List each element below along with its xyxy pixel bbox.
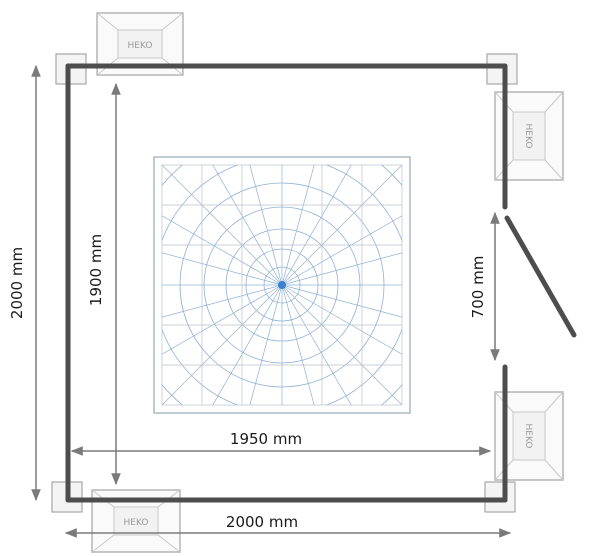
label-inner-width: 1950 mm <box>230 430 302 448</box>
label-outer-width: 2000 mm <box>226 513 298 531</box>
grid-diagonal <box>281 165 402 286</box>
grid-spoke <box>212 165 283 286</box>
radiant-grid-panel <box>153 156 411 414</box>
grid-diagonal <box>162 165 283 286</box>
enclosure-frame <box>65 63 577 503</box>
corner-bracket-top-left <box>55 53 87 85</box>
heater-label-bottom: HEKO <box>124 518 149 528</box>
dimension-door-width: 700 mm <box>469 211 500 362</box>
grid-spoke <box>249 284 283 405</box>
dimension-inner-width: 1950 mm <box>70 430 492 456</box>
grid-lines <box>162 165 402 405</box>
grid-spoke <box>281 284 352 405</box>
grid-spoke <box>281 215 402 286</box>
grid-spoke <box>212 284 283 405</box>
label-door-width: 700 mm <box>469 256 487 319</box>
heater-label-right-lower: HEKO <box>523 424 533 449</box>
corner-brackets <box>51 53 518 513</box>
grid-diagonal <box>162 284 283 405</box>
heater-label-top: HEKO <box>128 41 153 51</box>
grid-spoke <box>162 215 283 286</box>
grid-diagonal <box>281 284 402 405</box>
grid-spoke <box>281 284 402 355</box>
heater-label-right-upper: HEKO <box>523 124 533 149</box>
label-inner-height: 1900 mm <box>87 234 105 306</box>
label-outer-height: 2000 mm <box>8 247 26 319</box>
dimension-outer-width: 2000 mm <box>64 513 512 538</box>
corner-bracket-bottom-right <box>484 481 516 513</box>
grid-spoke <box>281 284 402 318</box>
grid-spoke <box>281 165 315 286</box>
grid-spoke <box>281 252 402 286</box>
door-panel <box>504 215 577 338</box>
dimension-outer-height: 2000 mm <box>8 64 41 502</box>
grid-spoke <box>281 165 352 286</box>
grid-spoke <box>249 165 283 286</box>
grid-spoke <box>162 284 283 318</box>
dimension-inner-height: 1900 mm <box>87 82 121 486</box>
grid-center-point <box>278 281 286 289</box>
corner-bracket-top-right <box>486 53 518 85</box>
grid-spoke <box>281 284 315 405</box>
grid-spoke <box>162 284 283 355</box>
grid-spoke <box>162 252 283 286</box>
